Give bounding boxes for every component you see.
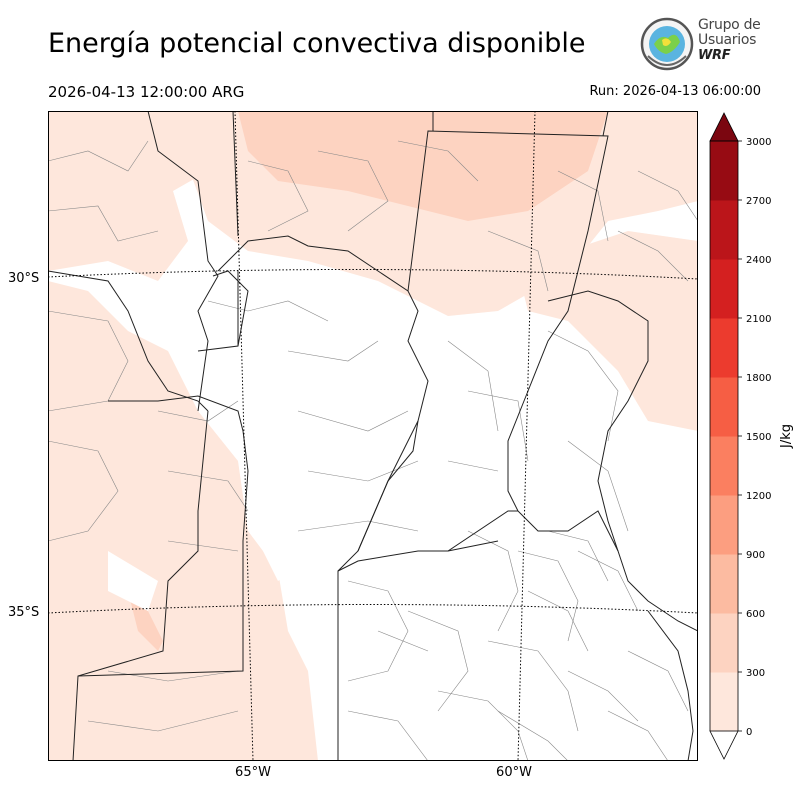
lat-label-30s: 30°S xyxy=(8,271,40,286)
colorbar-tick-label: 3000 xyxy=(746,137,771,148)
logo-line2: Usuarios xyxy=(698,32,757,48)
map-title: Energía potencial convectiva disponible xyxy=(48,28,586,59)
run-time: Run: 2026-04-13 06:00:00 xyxy=(589,84,761,99)
cape-clear-patch-2 xyxy=(108,551,158,611)
colorbar-svg: 0 300 600 900 1200 1500 1800 2100 2400 2700 3000 J/… xyxy=(709,112,794,760)
colorbar-tick-label: 300 xyxy=(746,668,765,679)
colorbar-tick-label: 1500 xyxy=(746,432,771,443)
colorbar-tick-label: 2700 xyxy=(746,196,771,207)
lat-line-35s xyxy=(47,604,699,614)
cape-clear-patch xyxy=(248,496,308,581)
lon-label-60w: 60°W xyxy=(496,765,532,780)
colorbar-extend-max xyxy=(709,112,739,142)
map-canvas[interactable] xyxy=(47,110,699,762)
logo: Grupo de Usuarios WRF xyxy=(638,16,768,72)
colorbar-segment xyxy=(710,613,738,673)
colorbar-segment xyxy=(710,318,738,378)
cape-area-darker-north xyxy=(238,111,608,221)
globe-logo-icon xyxy=(640,17,694,71)
logo-line1: Grupo de xyxy=(698,17,761,33)
colorbar-tick-label: 900 xyxy=(746,550,765,561)
lat-line-30s xyxy=(47,268,699,280)
graticule xyxy=(47,110,699,762)
colorbar-segment xyxy=(710,377,738,437)
colorbar-segment xyxy=(710,259,738,319)
lon-label-65w: 65°W xyxy=(235,765,271,780)
colorbar-segment xyxy=(710,200,738,260)
department-boundaries xyxy=(47,140,699,762)
map-panel[interactable] xyxy=(47,110,699,762)
colorbar-segment xyxy=(710,436,738,496)
colorbar-tick-label: 1200 xyxy=(746,491,771,502)
logo-line3: WRF xyxy=(698,48,731,63)
colorbar-tick-label: 2400 xyxy=(746,255,771,266)
colorbar: 0 300 600 900 1200 1500 1800 2100 2400 2700 3000 J/… xyxy=(700,100,800,780)
colorbar-segment xyxy=(710,141,738,201)
province-boundaries xyxy=(47,110,699,762)
colorbar-segment xyxy=(710,495,738,555)
lat-label-35s: 35°S xyxy=(8,605,40,620)
colorbar-tick-label: 0 xyxy=(746,727,752,738)
colorbar-segment xyxy=(710,672,738,732)
colorbar-tick-label: 600 xyxy=(746,609,765,620)
cape-area-darker-south xyxy=(128,591,163,651)
colorbar-segment xyxy=(710,554,738,614)
colorbar-unit: J/kg xyxy=(779,424,794,449)
valid-time: 2026-04-13 12:00:00 ARG xyxy=(48,83,245,101)
colorbar-tick-label: 2100 xyxy=(746,314,771,325)
colorbar-tick-label: 1800 xyxy=(746,373,771,384)
colorbar-extend-min xyxy=(709,730,739,760)
cape-area-northeast xyxy=(518,231,698,431)
